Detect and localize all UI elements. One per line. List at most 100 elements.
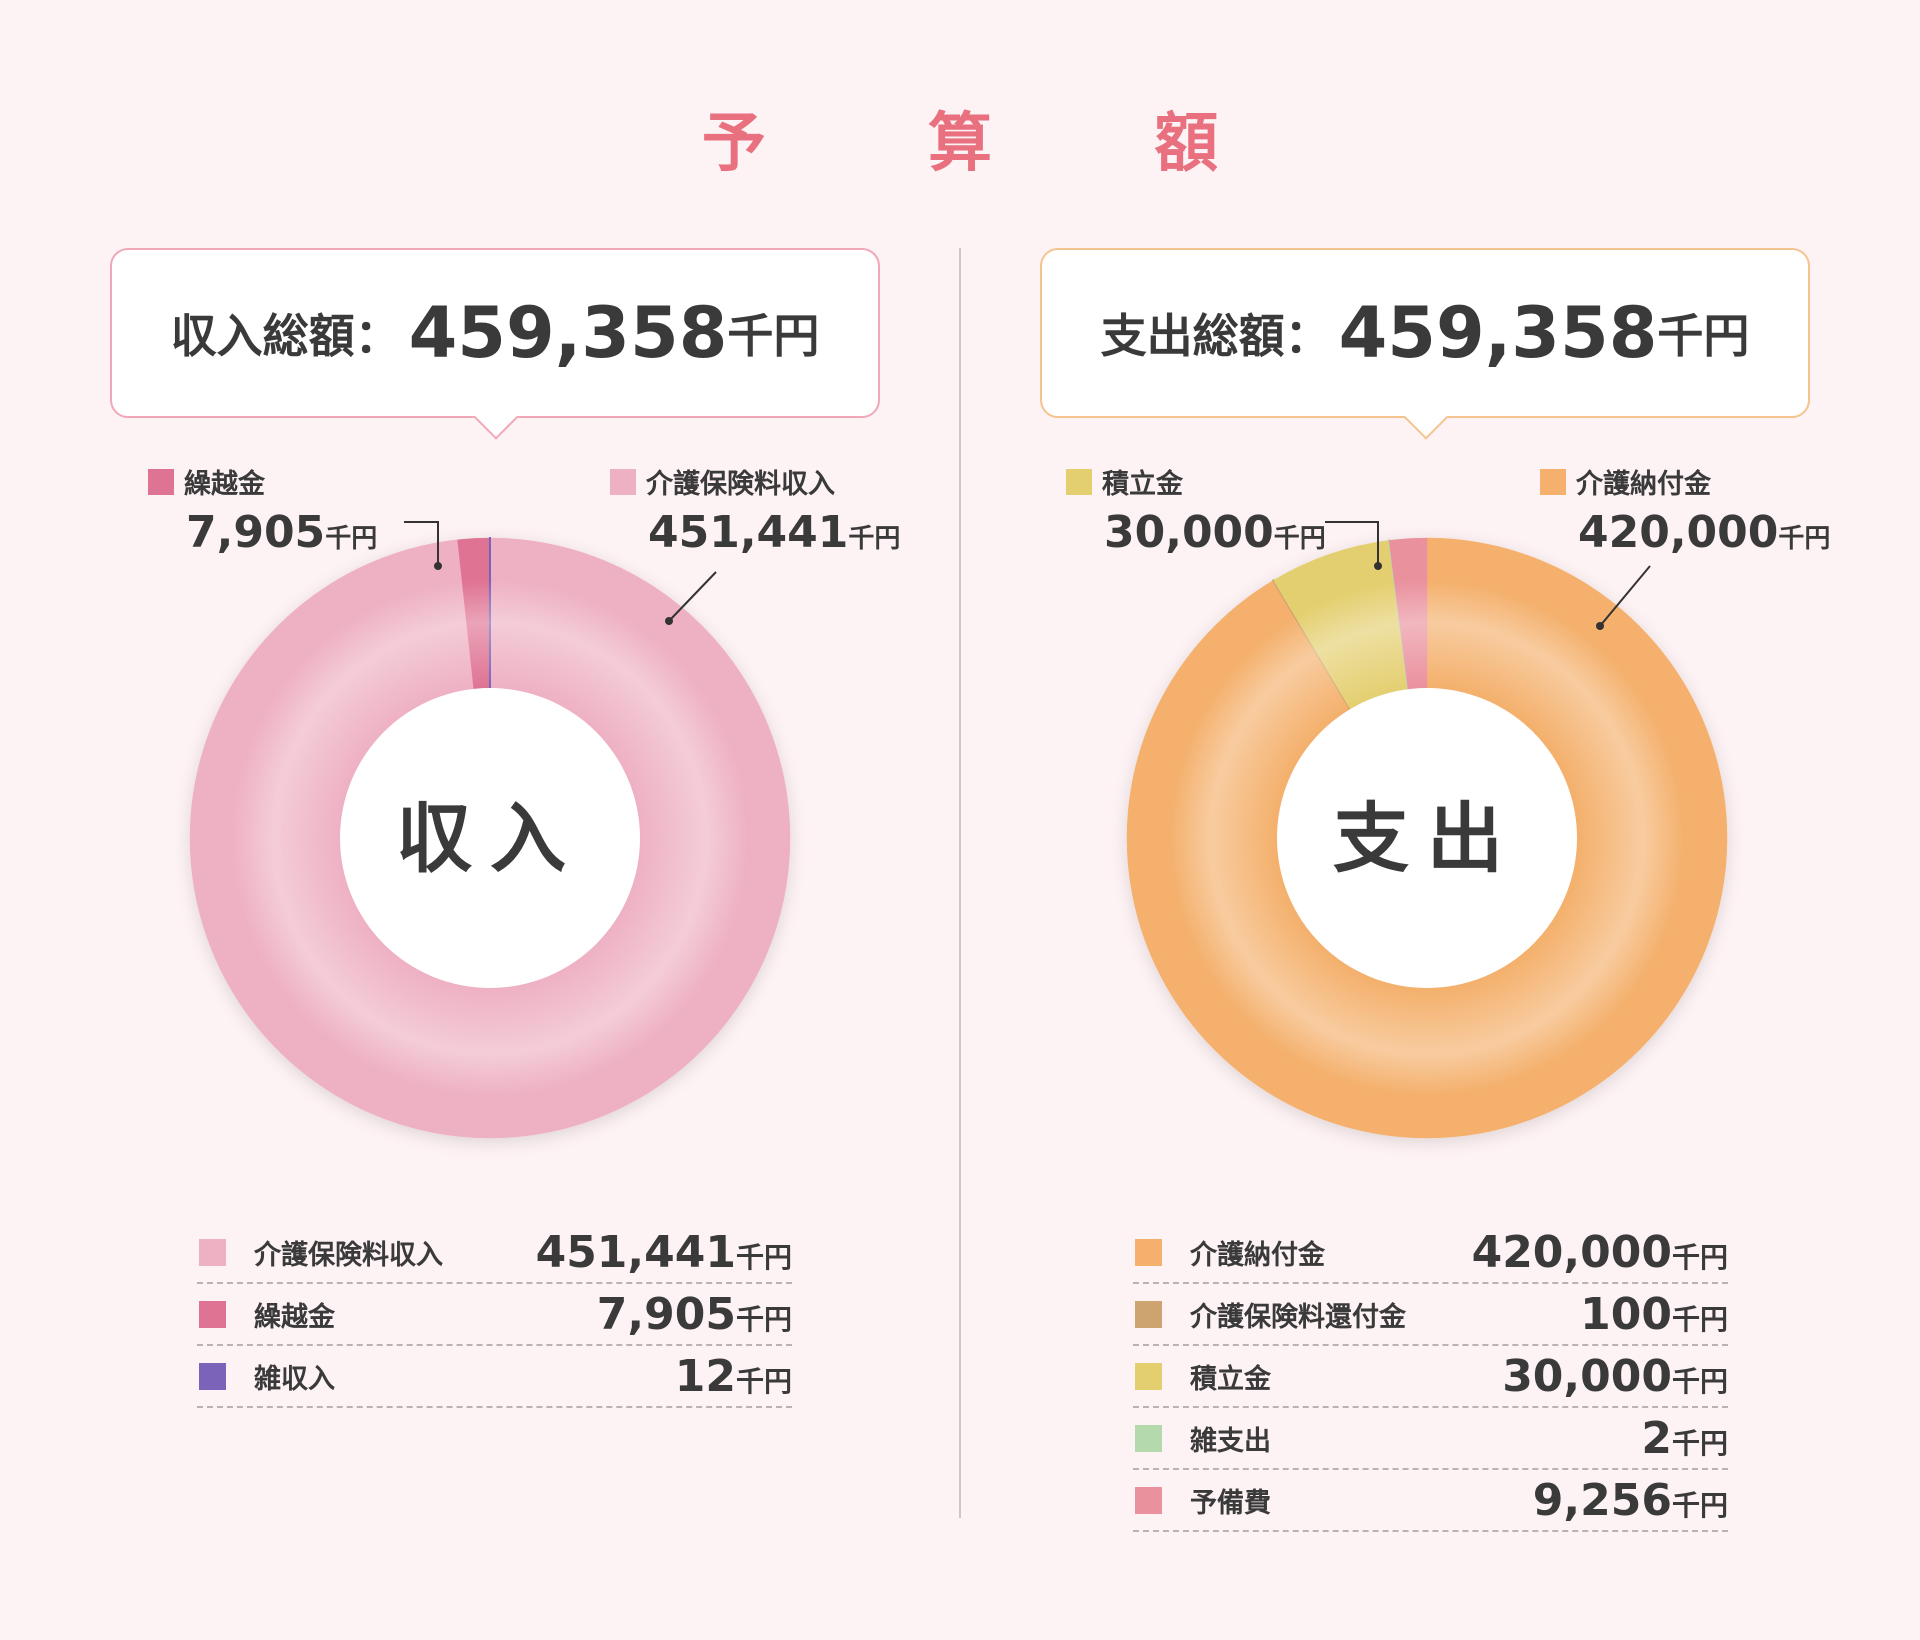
legend-swatch — [1540, 468, 1566, 495]
callout-unit: 千円 — [1273, 524, 1326, 554]
expense-panel: 支出総額： 459,358 千円 積立金 30,000千円 介護納付金 420,… — [960, 0, 1920, 1640]
legend-value: 420,000千円 — [1472, 1227, 1728, 1278]
legend-label: 介護保険料還付金 — [1190, 1301, 1406, 1333]
leader-dot — [434, 562, 442, 570]
legend-row: 予備費 9,256千円 — [1133, 1470, 1728, 1532]
leader-dot — [1374, 562, 1382, 570]
legend-number: 100 — [1580, 1288, 1672, 1340]
income-total-label: 収入総額： — [170, 309, 401, 363]
legend-row: 雑収入 12千円 — [197, 1346, 792, 1408]
leader-dot — [665, 617, 673, 625]
callout-unit: 千円 — [325, 524, 378, 554]
callout-value: 420,000千円 — [1540, 507, 1830, 558]
donut-center — [1277, 688, 1577, 988]
legend-unit: 千円 — [1671, 1364, 1728, 1398]
legend-row: 積立金 30,000千円 — [1133, 1346, 1728, 1408]
callout-number: 451,441 — [648, 507, 849, 558]
legend-number: 420,000 — [1471, 1226, 1672, 1278]
legend-label: 雑収入 — [254, 1363, 335, 1395]
callout-label: 介護保険料収入 — [646, 469, 835, 500]
legend-value: 451,441千円 — [536, 1227, 792, 1278]
donut-center-label: 収入 — [396, 794, 584, 883]
page-title: 予 算 額 — [701, 107, 1289, 181]
legend-row: 繰越金 7,905千円 — [197, 1284, 792, 1346]
legend-swatch — [1135, 1362, 1162, 1390]
legend-value: 7,905千円 — [597, 1289, 792, 1340]
legend-swatch — [1135, 1486, 1162, 1514]
callout-label: 介護納付金 — [1576, 469, 1711, 500]
legend-unit: 千円 — [1671, 1302, 1728, 1336]
legend-swatch — [199, 1300, 226, 1328]
leader-line — [404, 521, 439, 566]
callout-reserve: 積立金 30,000千円 — [1066, 462, 1326, 558]
expense-donut-chart: 支出 — [1126, 521, 1728, 1139]
legend-unit: 千円 — [1671, 1240, 1728, 1274]
callout-unit: 千円 — [1778, 524, 1831, 554]
legend-swatch — [199, 1362, 226, 1390]
legend-label: 積立金 — [1190, 1363, 1271, 1395]
donut-highlight — [190, 538, 790, 1138]
income-total-bubble: 収入総額： 459,358 千円 — [110, 248, 880, 440]
leader-dot — [1596, 622, 1604, 630]
legend-swatch — [1135, 1238, 1162, 1266]
legend-swatch — [1066, 468, 1092, 495]
legend-swatch — [610, 468, 636, 495]
legend-value: 9,256千円 — [1533, 1475, 1728, 1526]
income-total-unit: 千円 — [727, 309, 820, 363]
callout-premium: 介護保険料収入 451,441千円 — [610, 462, 900, 558]
legend-number: 12 — [674, 1350, 736, 1402]
income-total-value: 459,358 — [408, 292, 728, 374]
expense-total-bubble: 支出総額： 459,358 千円 — [1040, 248, 1810, 440]
leader-line — [1599, 565, 1651, 627]
legend-value: 30,000千円 — [1502, 1351, 1728, 1402]
legend-value: 12千円 — [675, 1351, 792, 1402]
donut-highlight — [1127, 538, 1727, 1138]
legend-row: 介護保険料収入 451,441千円 — [197, 1222, 792, 1284]
expense-total-value: 459,358 — [1338, 292, 1658, 374]
income-table: 介護保険料収入 451,441千円 繰越金 7,905千円 雑収入 12千円 — [197, 1222, 792, 1408]
expense-table: 介護納付金 420,000千円 介護保険料還付金 100千円 積立金 30,000千円 雑支… — [1133, 1222, 1728, 1532]
callout-number: 420,000 — [1578, 507, 1779, 558]
callout-number: 30,000 — [1104, 507, 1274, 558]
legend-number: 2 — [1641, 1412, 1672, 1464]
expense-total-unit: 千円 — [1657, 309, 1750, 363]
callout-unit: 千円 — [848, 524, 901, 554]
legend-unit: 千円 — [735, 1302, 792, 1336]
callout-label: 積立金 — [1102, 469, 1183, 500]
callout-label: 繰越金 — [184, 469, 265, 500]
leader-line — [1325, 521, 1379, 566]
legend-swatch — [148, 468, 174, 495]
legend-row: 介護納付金 420,000千円 — [1133, 1222, 1728, 1284]
center-divider — [959, 248, 961, 1518]
legend-value: 2千円 — [1641, 1413, 1728, 1464]
legend-number: 9,256 — [1532, 1474, 1672, 1526]
legend-row: 介護保険料還付金 100千円 — [1133, 1284, 1728, 1346]
legend-swatch — [1135, 1424, 1162, 1452]
legend-row: 雑支出 2千円 — [1133, 1408, 1728, 1470]
callout-value: 451,441千円 — [610, 507, 900, 558]
legend-label: 介護納付金 — [1190, 1239, 1325, 1271]
income-donut-chart: 収入 — [189, 521, 791, 1139]
legend-swatch — [1135, 1300, 1162, 1328]
legend-unit: 千円 — [735, 1240, 792, 1274]
legend-value: 100千円 — [1580, 1289, 1728, 1340]
callout-payment: 介護納付金 420,000千円 — [1540, 462, 1830, 558]
legend-unit: 千円 — [1671, 1426, 1728, 1460]
legend-unit: 千円 — [735, 1364, 792, 1398]
legend-label: 介護保険料収入 — [254, 1239, 443, 1271]
callout-number: 7,905 — [186, 507, 326, 558]
callout-carryover: 繰越金 7,905千円 — [148, 462, 377, 558]
donut-center-label: 支出 — [1333, 794, 1521, 883]
leader-line — [668, 571, 717, 622]
legend-number: 30,000 — [1502, 1350, 1672, 1402]
expense-total-label: 支出総額： — [1100, 309, 1331, 363]
legend-label: 繰越金 — [254, 1301, 335, 1333]
income-panel: 収入総額： 459,358 千円 繰越金 7,905千円 介護保険料収入 451… — [110, 248, 900, 1408]
legend-label: 雑支出 — [1190, 1425, 1271, 1457]
callout-value: 7,905千円 — [148, 507, 377, 558]
legend-number: 451,441 — [535, 1226, 736, 1278]
legend-unit: 千円 — [1671, 1488, 1728, 1522]
callout-value: 30,000千円 — [1066, 507, 1326, 558]
legend-swatch — [199, 1238, 226, 1266]
donut-center — [340, 688, 640, 988]
